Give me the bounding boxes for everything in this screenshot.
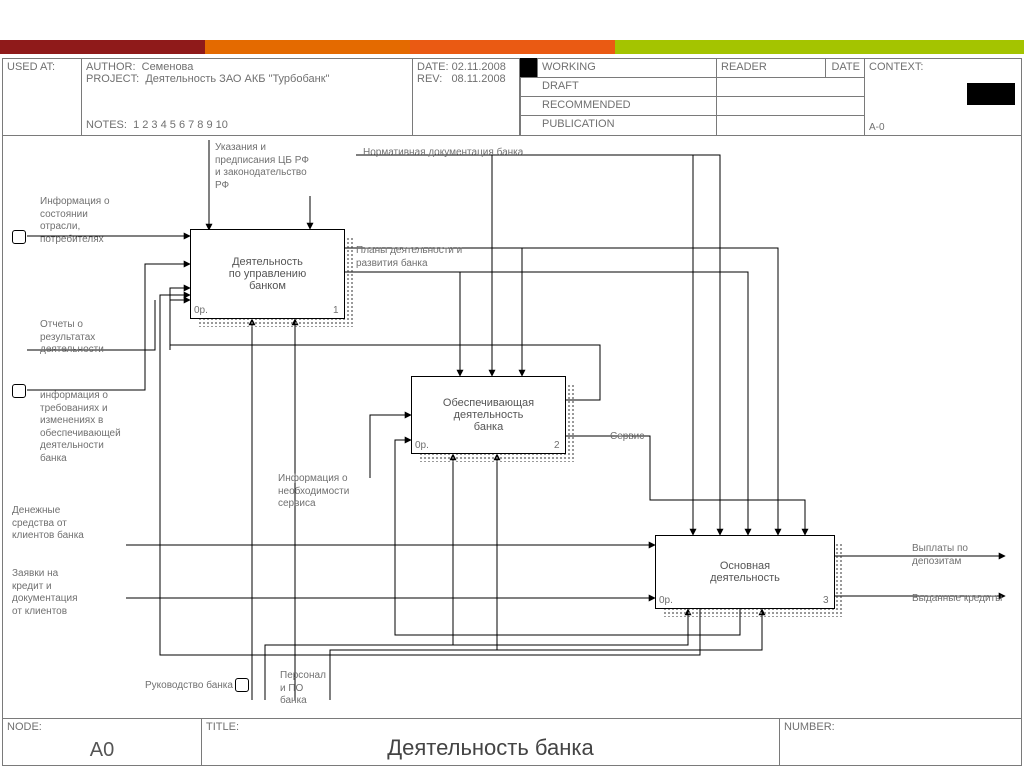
activity-box: Деятельность по управлению банком [190,229,345,319]
activity-box: Обеспечивающая деятельность банка [411,376,566,454]
diagram-label: Нормативная документация банка [363,147,523,160]
box-corner-right: 2 [554,440,560,451]
diagram-label: Денежные средства от клиентов банка [12,505,84,543]
tunnel-icon [235,678,249,692]
box-corner-left: 0р. [415,440,429,451]
diagram-label: Сервис [610,431,644,444]
diagram-label: Персонал и ПО банка [280,670,326,708]
diagram-label: Выплаты по депозитам [912,543,968,568]
box-corner-right: 3 [823,595,829,606]
box-corner-right: 1 [333,305,339,316]
title-lbl: TITLE: [206,721,239,733]
diagram-label: информация о требованиях и изменениях в … [40,390,121,465]
diagram-label: Заявки на кредит и документация от клиен… [12,568,78,618]
ftr-number: NUMBER: [779,718,1022,766]
title-val: Деятельность банка [206,735,775,761]
diagram-label: Информация о необходимости сервиса [278,473,349,511]
tunnel-icon [12,384,26,398]
node-val: A0 [7,739,197,762]
diagram-label: Планы деятельности и развития банка [356,245,462,270]
diagram-label: Выданные кредиты [912,593,1002,606]
activity-box: Основная деятельность [655,535,835,609]
node-lbl: NODE: [7,721,42,733]
diagram-label: Отчеты о результатах деятельности [40,319,104,357]
box-corner-left: 0р. [659,595,673,606]
tunnel-icon [12,230,26,244]
diagram-label: Указания и предписания ЦБ РФ и законодат… [215,142,309,192]
box-corner-left: 0р. [194,305,208,316]
ftr-title: TITLE: Деятельность банка [201,718,780,766]
diagram-label: Руководство банка [145,680,233,693]
diagram-label: Информация о состоянии отрасли, потребит… [40,196,110,246]
number-lbl: NUMBER: [784,721,835,733]
ftr-node: NODE: A0 [2,718,202,766]
